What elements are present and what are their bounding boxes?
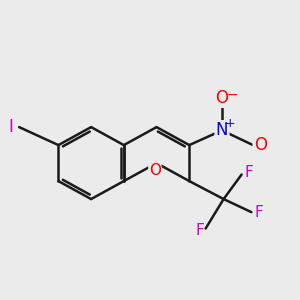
Text: F: F [195,223,204,238]
Text: O: O [254,136,267,154]
Text: F: F [244,165,253,180]
Text: F: F [254,205,263,220]
Text: −: − [226,87,238,101]
Text: O: O [215,89,229,107]
Text: O: O [149,163,161,178]
Text: I: I [8,118,14,136]
Text: +: + [225,117,236,130]
Text: N: N [216,122,228,140]
